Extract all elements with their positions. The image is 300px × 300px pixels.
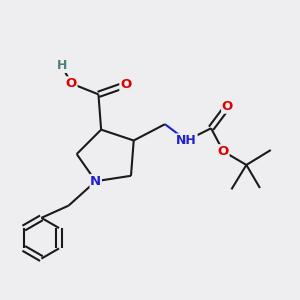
Text: NH: NH (176, 134, 197, 147)
Text: N: N (90, 175, 101, 188)
Text: O: O (222, 100, 233, 113)
Text: O: O (66, 77, 77, 90)
Text: O: O (120, 78, 131, 91)
Text: O: O (218, 145, 229, 158)
Text: H: H (57, 59, 67, 72)
